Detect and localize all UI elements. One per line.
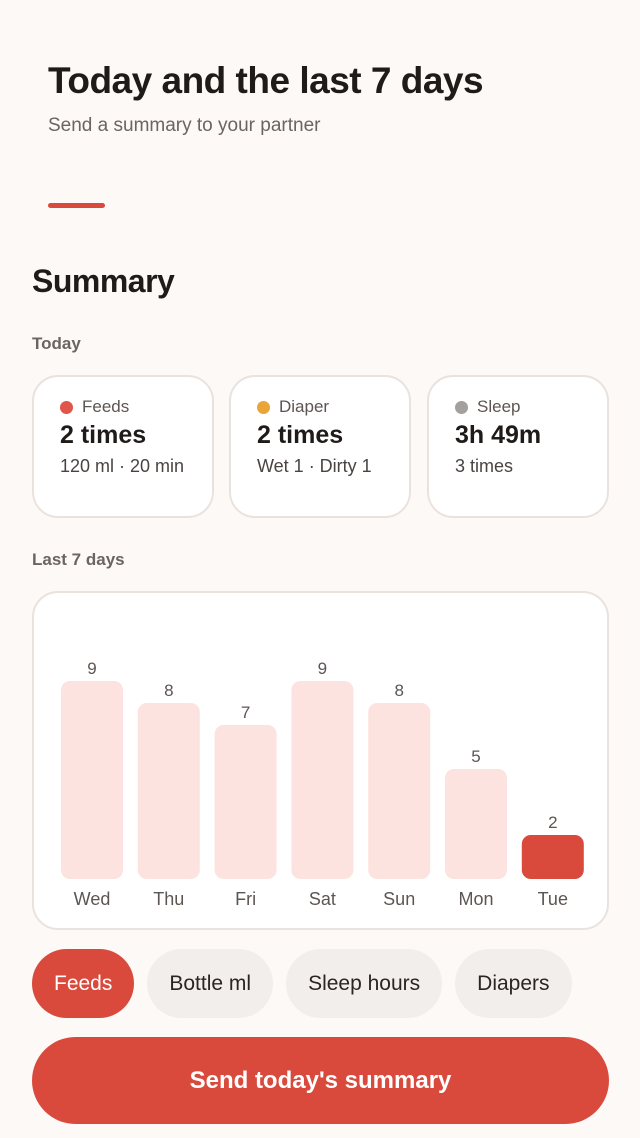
bar-mon (445, 769, 507, 879)
page-title: Today and the last 7 days (48, 60, 484, 101)
diaper-card-sub: Wet 1 · Dirty 1 (257, 456, 372, 476)
last-7-days-label: Last 7 days (32, 550, 125, 569)
weekly-chart: 9 Wed 8 Thu 7 Fri 9 Sat 8 Sun 5 Mon 2 Tue (32, 591, 609, 930)
diaper-card-header: Diaper (257, 397, 383, 417)
bar-fri (214, 725, 277, 879)
bar-label-sat: Sat (309, 889, 336, 909)
sleep-dot-icon (455, 400, 468, 414)
sleep-card[interactable]: Sleep 3h 49m 3 times (427, 375, 609, 518)
bar-label-tue: Tue (538, 889, 568, 909)
summary-title: Summary (32, 263, 175, 299)
page-subtitle: Send a summary to your partner (48, 115, 321, 136)
bar-thu (137, 703, 200, 879)
accent-divider (48, 203, 105, 208)
bar-value-sun: 8 (394, 681, 403, 700)
feeds-card-header: Feeds (60, 397, 186, 417)
feeds-card[interactable]: Feeds 2 times 120 ml · 20 min (32, 375, 214, 518)
metric-filter-chips: Feeds Bottle ml Sleep hours Diapers (32, 949, 572, 1018)
sleep-card-value: 3h 49m (455, 421, 542, 449)
bar-label-fri: Fri (235, 889, 256, 909)
today-label: Today (32, 334, 81, 353)
bar-wed (61, 681, 123, 879)
feeds-card-value: 2 times (60, 421, 147, 449)
bar-label-mon: Mon (458, 889, 493, 909)
bar-tue (521, 835, 584, 879)
bar-value-wed: 9 (87, 659, 96, 678)
sleep-card-label: Sleep (477, 397, 521, 416)
chip-sleep-hours[interactable]: Sleep hours (286, 949, 443, 1018)
sleep-card-header: Sleep (455, 397, 581, 417)
weekly-bar-chart: 9 Wed 8 Thu 7 Fri 9 Sat 8 Sun 5 Mon 2 Tue (61, 659, 584, 909)
bar-value-tue: 2 (548, 813, 557, 832)
diaper-dot-icon (257, 400, 270, 414)
bar-label-thu: Thu (153, 889, 184, 909)
bar-sat (291, 681, 354, 879)
bar-value-thu: 8 (164, 681, 173, 700)
feeds-dot-icon (60, 400, 73, 414)
bar-sun (368, 703, 431, 879)
bar-value-sat: 9 (318, 659, 327, 678)
bar-value-fri: 7 (241, 703, 250, 722)
chip-bottle-ml[interactable]: Bottle ml (147, 949, 274, 1018)
feeds-card-sub: 120 ml · 20 min (60, 456, 185, 476)
send-summary-button[interactable]: Send today's summary (32, 1037, 609, 1124)
bar-label-wed: Wed (74, 889, 111, 909)
chip-diapers[interactable]: Diapers (455, 949, 572, 1018)
diaper-card-value: 2 times (257, 421, 344, 449)
diaper-card-label: Diaper (279, 397, 330, 416)
chip-feeds[interactable]: Feeds (32, 949, 135, 1018)
sleep-card-sub: 3 times (455, 456, 514, 476)
bar-value-mon: 5 (471, 747, 480, 766)
diaper-card[interactable]: Diaper 2 times Wet 1 · Dirty 1 (229, 375, 411, 518)
feeds-card-label: Feeds (82, 397, 130, 416)
bar-label-sun: Sun (383, 889, 415, 909)
